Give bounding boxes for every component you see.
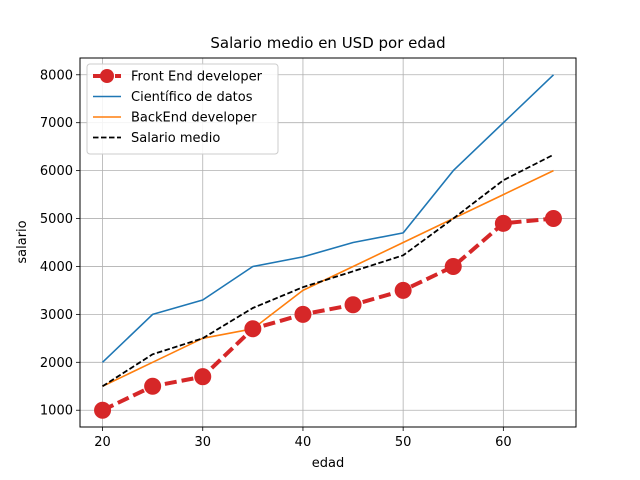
series-point [95, 402, 111, 418]
y-tick-label: 2000 [40, 356, 73, 371]
y-tick-label: 6000 [40, 164, 73, 179]
y-tick-label: 5000 [40, 212, 73, 227]
series-point [545, 211, 561, 227]
legend-label: Front End developer [131, 70, 263, 85]
y-axis-label: salario [15, 220, 30, 263]
legend-marker [100, 69, 114, 83]
x-tick-label: 20 [94, 435, 111, 450]
y-tick-label: 8000 [40, 68, 73, 83]
series-point [195, 369, 211, 385]
x-axis-label: edad [312, 456, 344, 471]
y-tick-label: 3000 [40, 308, 73, 323]
series-point [295, 306, 311, 322]
legend: Front End developer Científico de datos Ba… [87, 64, 278, 154]
y-tick-label: 1000 [40, 404, 73, 419]
x-tick-label: 40 [295, 435, 312, 450]
legend-label: Científico de datos [131, 90, 253, 105]
y-tick-label: 7000 [40, 116, 73, 131]
series-point [245, 321, 261, 337]
series-point [145, 378, 161, 394]
series-point [495, 215, 511, 231]
x-tick-label: 30 [194, 435, 211, 450]
legend-label: BackEnd developer [131, 111, 257, 126]
chart-title: Salario medio en USD por edad [210, 34, 445, 52]
series-point [345, 297, 361, 313]
x-tick-label: 60 [495, 435, 512, 450]
series-point [395, 282, 411, 298]
x-tick-label: 50 [395, 435, 412, 450]
series-point [445, 258, 461, 274]
y-tick-label: 4000 [40, 260, 73, 275]
legend-label: Salario medio [131, 131, 220, 146]
